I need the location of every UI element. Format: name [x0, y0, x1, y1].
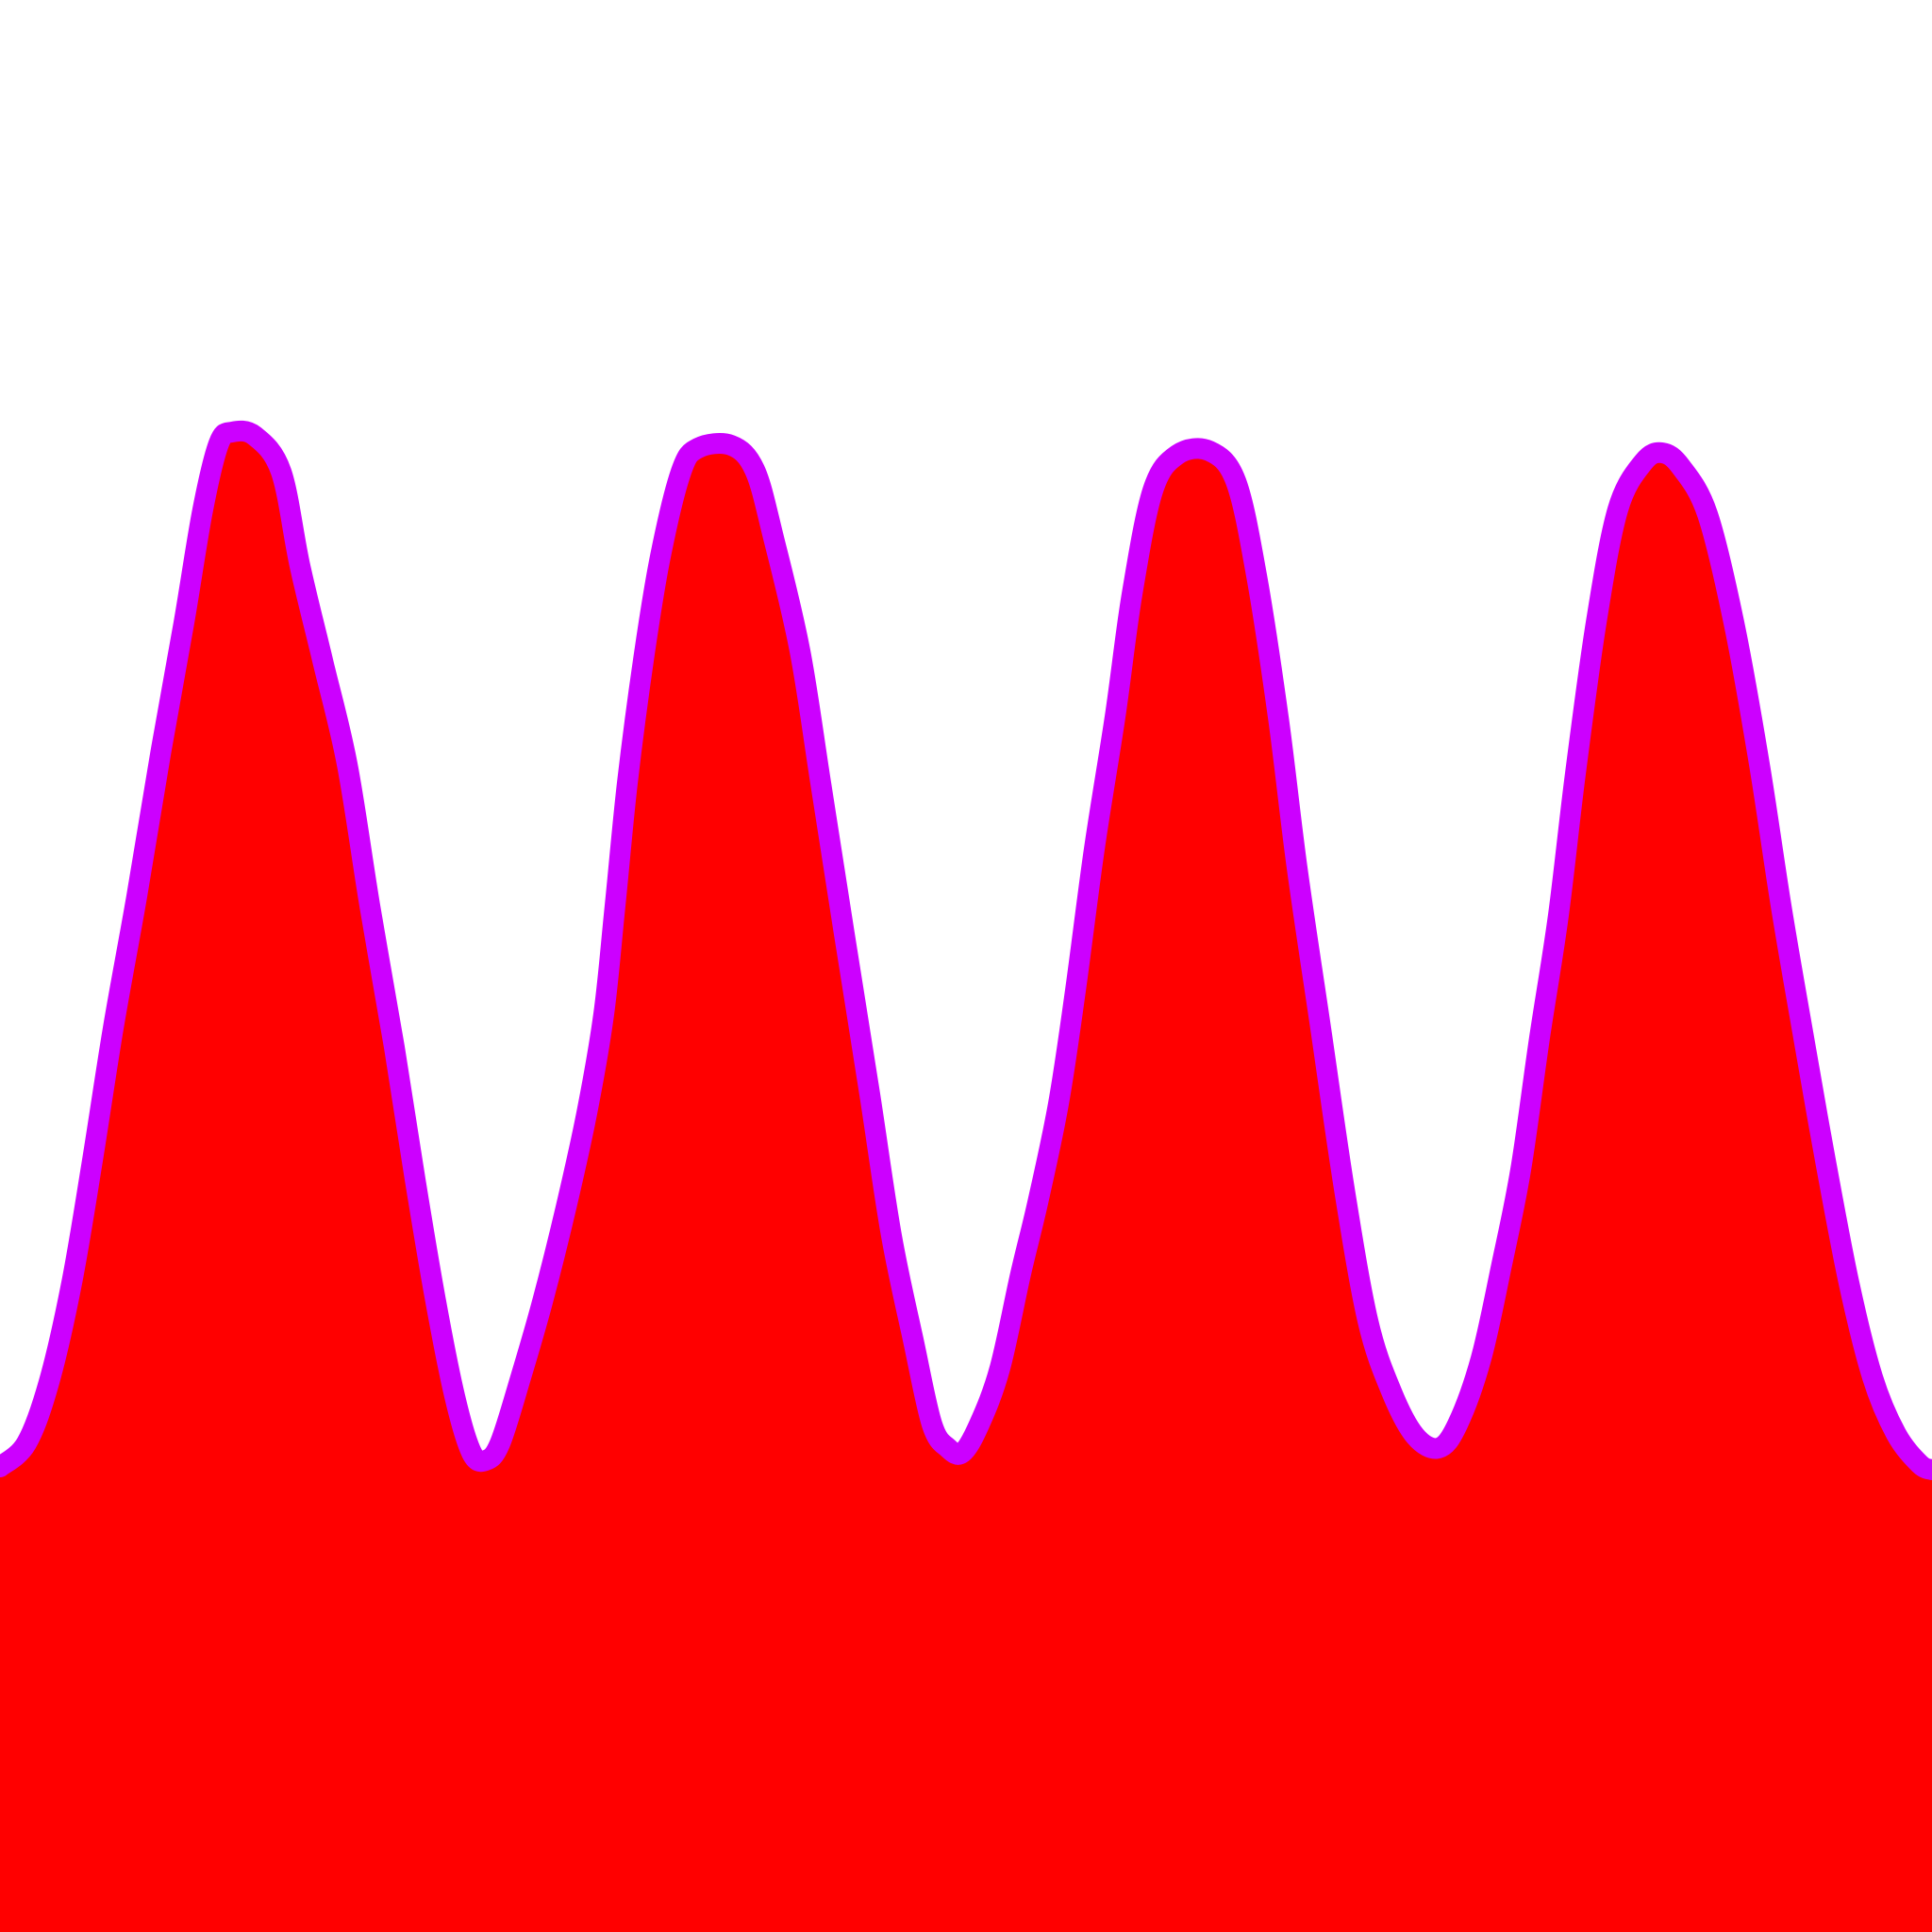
wave-outline — [0, 420, 1932, 1480]
wave-fill — [0, 430, 1932, 1932]
